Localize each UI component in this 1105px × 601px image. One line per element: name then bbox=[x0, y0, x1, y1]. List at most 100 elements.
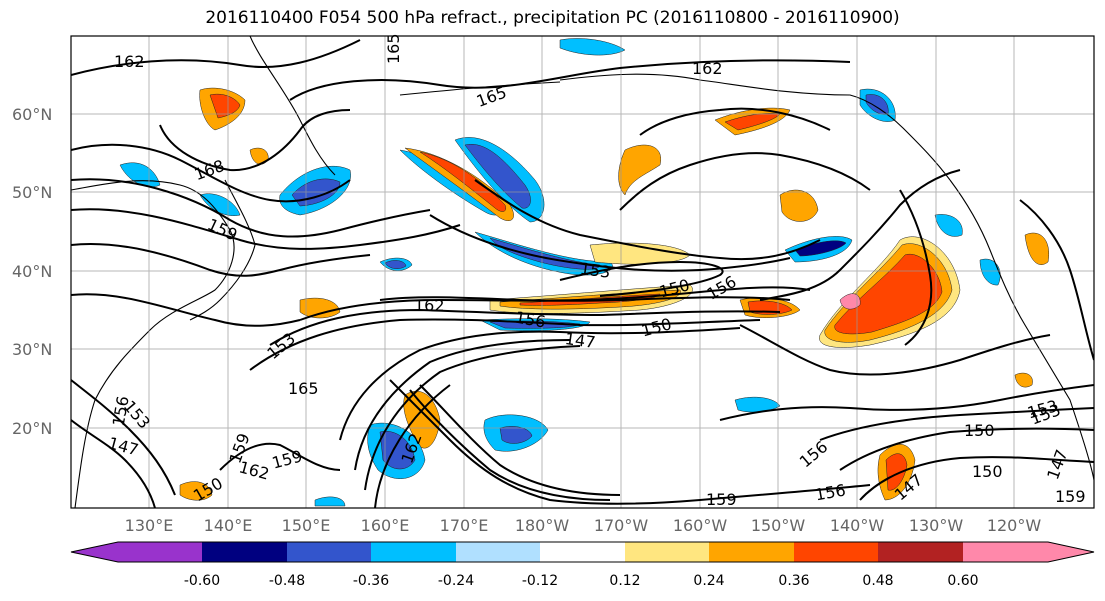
contour-label: 159 bbox=[1055, 487, 1086, 506]
colorbar-tick-label: 0.24 bbox=[693, 573, 724, 589]
contour-label: 153 bbox=[579, 259, 612, 282]
lon-label: 130°E bbox=[125, 516, 174, 535]
refractivity-contours bbox=[71, 39, 1094, 508]
contour-line bbox=[899, 189, 933, 346]
fill-orange bbox=[179, 481, 213, 501]
contour-line bbox=[619, 152, 871, 211]
contour-label: 150 bbox=[972, 462, 1003, 481]
lon-axis: 130°E 140°E 150°E 160°E 170°E 180°W 170°… bbox=[125, 516, 1042, 535]
lat-label: 40°N bbox=[12, 262, 52, 281]
fill-pink bbox=[839, 293, 861, 310]
lon-label: 150°E bbox=[282, 516, 331, 535]
plot-frame bbox=[70, 35, 1095, 509]
contour-label: 159 bbox=[706, 490, 737, 509]
contour-line bbox=[299, 296, 791, 321]
lat-label: 20°N bbox=[12, 419, 52, 438]
lon-label: 120°W bbox=[987, 516, 1042, 535]
fill-blue bbox=[934, 214, 963, 237]
fill-darkblue bbox=[499, 426, 533, 444]
fill-red bbox=[419, 151, 506, 212]
colorbar-segment bbox=[878, 542, 963, 562]
contour-label: 162 bbox=[114, 52, 145, 71]
fill-orange bbox=[404, 147, 514, 221]
colorbar-segment bbox=[1048, 542, 1094, 562]
lon-label: 160°W bbox=[673, 516, 728, 535]
lon-label: 140°W bbox=[830, 516, 885, 535]
contour-line bbox=[71, 143, 351, 203]
contour-line bbox=[71, 39, 361, 76]
contour-line bbox=[159, 109, 351, 172]
contour-line bbox=[719, 384, 1094, 421]
colorbar-segment bbox=[287, 542, 371, 562]
colorbar-tick-label: 0.60 bbox=[947, 573, 978, 589]
contour-line bbox=[819, 407, 1094, 441]
coastlines bbox=[71, 36, 1094, 508]
contour-line bbox=[71, 208, 461, 250]
colorbar-tick-label: -0.12 bbox=[522, 573, 558, 589]
fill-orange bbox=[618, 144, 662, 196]
colorbar-tick-label: -0.24 bbox=[438, 573, 474, 589]
lon-label: 130°W bbox=[909, 516, 964, 535]
coast-kamchatka bbox=[249, 36, 336, 176]
colorbar-tick-label: -0.60 bbox=[184, 573, 220, 589]
lat-label: 50°N bbox=[12, 183, 52, 202]
colorbar-segment bbox=[202, 542, 287, 562]
contour-line bbox=[389, 379, 871, 505]
lat-label: 60°N bbox=[12, 105, 52, 124]
colorbar-outline bbox=[70, 541, 1095, 563]
colorbar-segment bbox=[963, 542, 1048, 562]
fill-blue bbox=[314, 496, 346, 507]
fill-orange bbox=[299, 297, 341, 319]
colorbar bbox=[70, 541, 1095, 563]
chart-title: 2016110400 F054 500 hPa refract., precip… bbox=[205, 8, 900, 28]
contour-line bbox=[429, 214, 791, 272]
contour-label: 165 bbox=[384, 33, 403, 64]
contour-line bbox=[639, 107, 831, 136]
contour-line bbox=[419, 384, 621, 496]
colorbar-segment bbox=[540, 542, 625, 562]
contour-line bbox=[269, 308, 781, 346]
contour-line bbox=[71, 293, 301, 327]
contour-line bbox=[71, 178, 431, 238]
contour-label: 162 bbox=[414, 296, 445, 315]
coast-na-west bbox=[949, 179, 1094, 481]
fill-darkblue bbox=[384, 260, 407, 269]
fill-orange bbox=[1024, 232, 1050, 265]
contour-line bbox=[839, 427, 1094, 471]
contour-line bbox=[289, 59, 851, 101]
contour-line bbox=[1019, 199, 1094, 361]
lon-label: 170°E bbox=[440, 516, 489, 535]
contour-label: 162 bbox=[692, 59, 723, 78]
colorbar-segment bbox=[709, 542, 794, 562]
contour-line bbox=[364, 345, 581, 491]
contour-line bbox=[859, 456, 1094, 501]
lon-label: 170°W bbox=[594, 516, 649, 535]
contour-label: 165 bbox=[288, 379, 319, 398]
colorbar-segment bbox=[118, 542, 202, 562]
colorbar-tick-label: -0.36 bbox=[353, 573, 389, 589]
colorbar-segment bbox=[794, 542, 878, 562]
contour-line bbox=[409, 389, 611, 501]
lat-label: 30°N bbox=[12, 340, 52, 359]
fill-blue bbox=[734, 396, 781, 413]
colorbar-segment bbox=[71, 542, 118, 562]
contour-line bbox=[379, 286, 811, 302]
colorbar-tick-label: 0.48 bbox=[862, 573, 893, 589]
contour-line bbox=[739, 324, 1051, 376]
contour-line bbox=[474, 179, 821, 261]
contour-label: 150 bbox=[964, 421, 995, 440]
fill-orange bbox=[403, 390, 441, 449]
lon-label: 180°W bbox=[515, 516, 570, 535]
contour-line bbox=[71, 243, 371, 277]
contour-line bbox=[559, 260, 724, 297]
colorbar-tick-label: 0.12 bbox=[609, 573, 640, 589]
colorbar-tick-label: -0.48 bbox=[269, 573, 305, 589]
contour-label: 147 bbox=[564, 329, 597, 352]
contour-line bbox=[219, 442, 341, 471]
fill-orange bbox=[1014, 372, 1033, 388]
coast-alaska bbox=[559, 73, 951, 181]
contour-line bbox=[339, 327, 741, 441]
colorbar-segment bbox=[456, 542, 540, 562]
fill-red bbox=[834, 253, 943, 335]
